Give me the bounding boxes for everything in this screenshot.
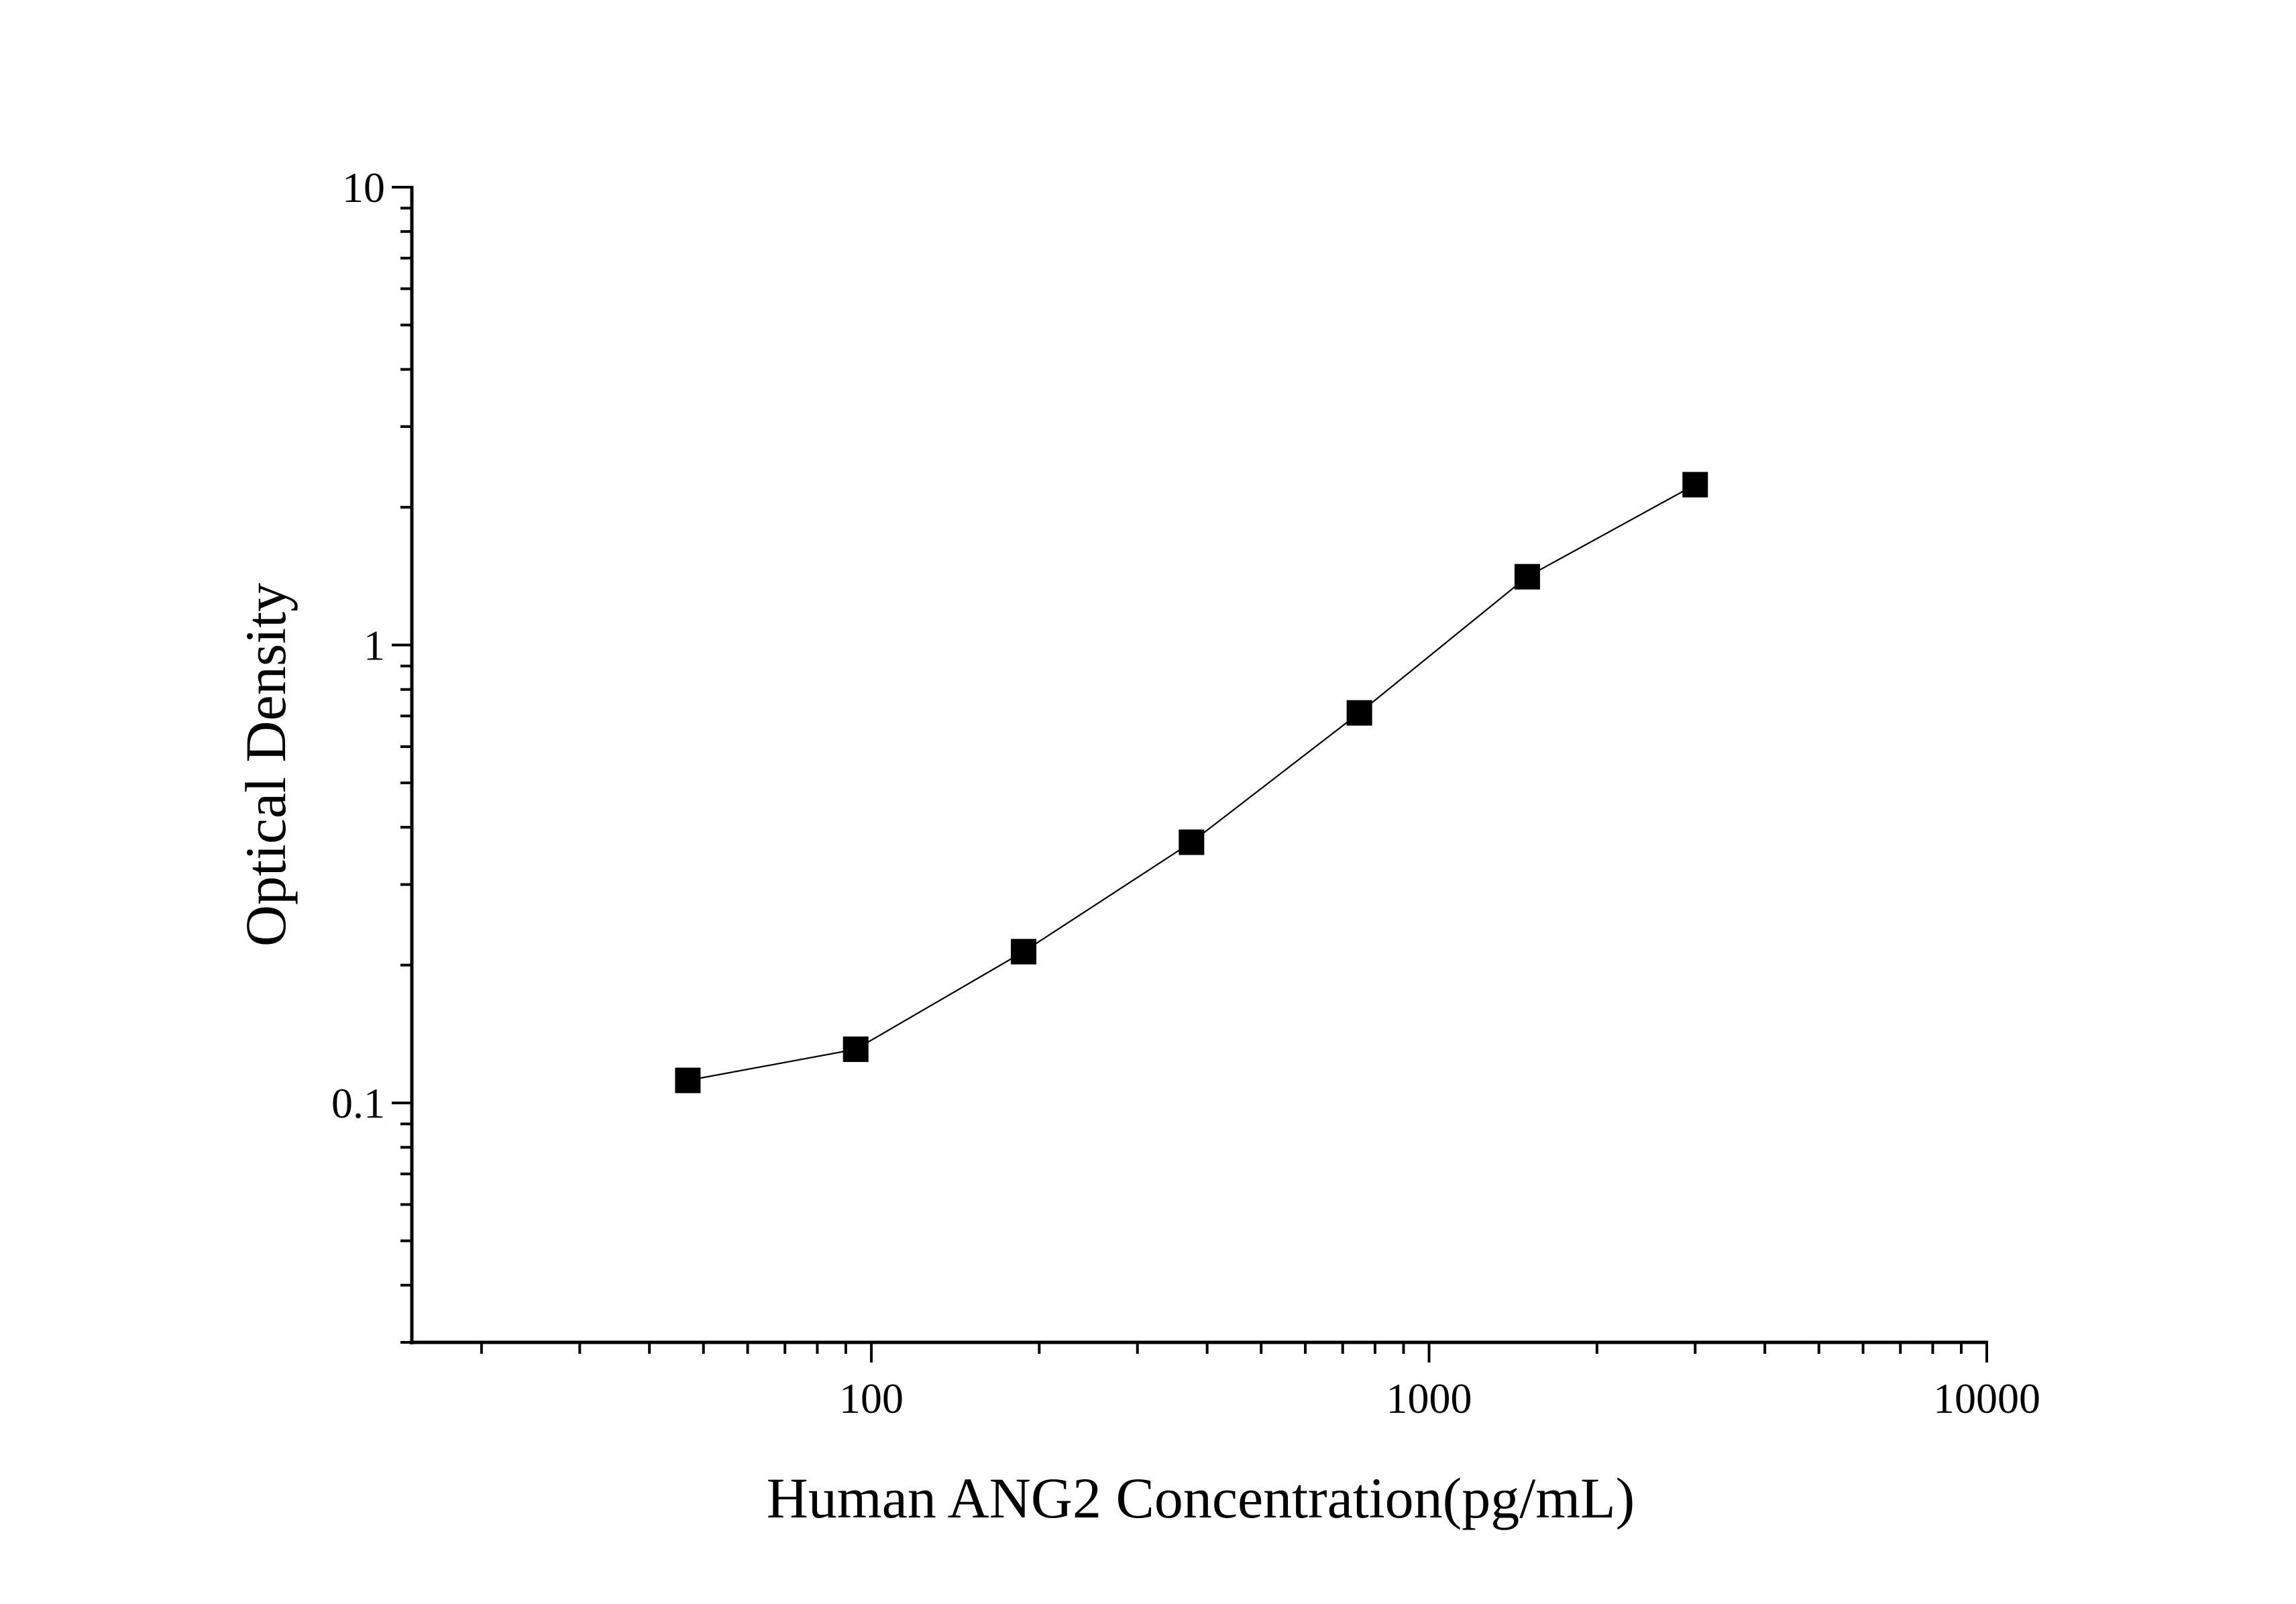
data-point (1346, 700, 1372, 726)
data-point (1514, 564, 1540, 590)
axes: 100 1000 10000 0.1 1 10 (331, 164, 2040, 1422)
x-axis-title: Human ANG2 Concentration(pg/mL) (767, 1466, 1635, 1530)
data-point (675, 1067, 701, 1093)
y-tick-label: 10 (342, 164, 385, 211)
data-marks (675, 472, 1708, 1093)
data-point (1011, 939, 1037, 965)
y-axis-title: Optical Density (233, 583, 298, 947)
x-tick-label: 100 (839, 1375, 904, 1422)
x-tick-label: 1000 (1386, 1375, 1472, 1422)
x-tick-label: 10000 (1933, 1375, 2040, 1422)
y-tick-label: 1 (364, 622, 385, 670)
data-point (842, 1036, 869, 1063)
series-line (688, 484, 1696, 1081)
y-tick-label: 0.1 (331, 1079, 385, 1127)
data-point (1179, 829, 1205, 855)
data-point (1682, 472, 1708, 498)
